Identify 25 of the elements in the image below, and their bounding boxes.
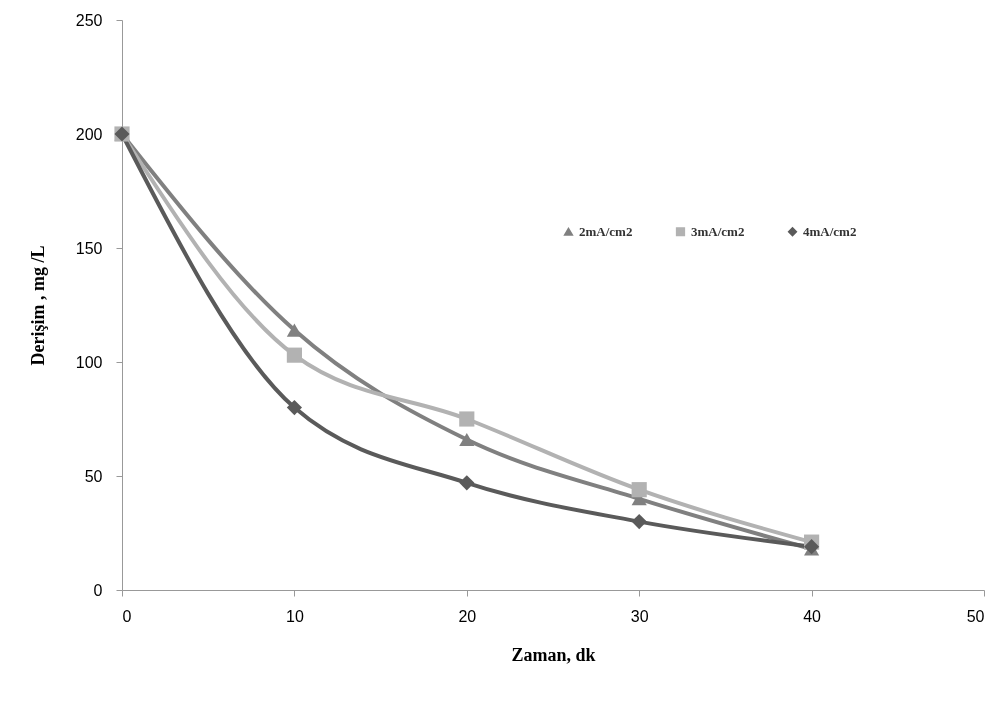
point [286, 347, 302, 363]
point [286, 323, 302, 337]
point [631, 482, 647, 498]
legend-label: 4mA/cm2 [803, 223, 857, 239]
y-tick-label: 50 [84, 467, 103, 485]
y-tick-label: 100 [75, 353, 103, 371]
point [459, 475, 475, 491]
x-tick-label: 30 [630, 607, 649, 625]
legend-label: 3mA/cm2 [691, 223, 745, 239]
y-tick-label: 250 [75, 11, 103, 29]
y-tick-label: 0 [93, 581, 103, 599]
y-tick-label: 150 [75, 239, 103, 257]
legend-label: 2mA/cm2 [579, 223, 633, 239]
x-tick-label: 40 [803, 607, 822, 625]
point [459, 411, 475, 427]
x-tick-label: 0 [122, 607, 132, 625]
x-tick-label: 10 [286, 607, 304, 625]
point [631, 514, 647, 530]
x-axis-title: Zaman, dk [511, 644, 596, 665]
point [286, 400, 302, 416]
x-tick-label: 50 [966, 607, 985, 625]
y-tick-label: 200 [75, 125, 103, 143]
x-tick-label: 20 [458, 607, 477, 625]
y-axis-title: Derişim , mg /L [27, 245, 48, 366]
point [459, 432, 475, 447]
